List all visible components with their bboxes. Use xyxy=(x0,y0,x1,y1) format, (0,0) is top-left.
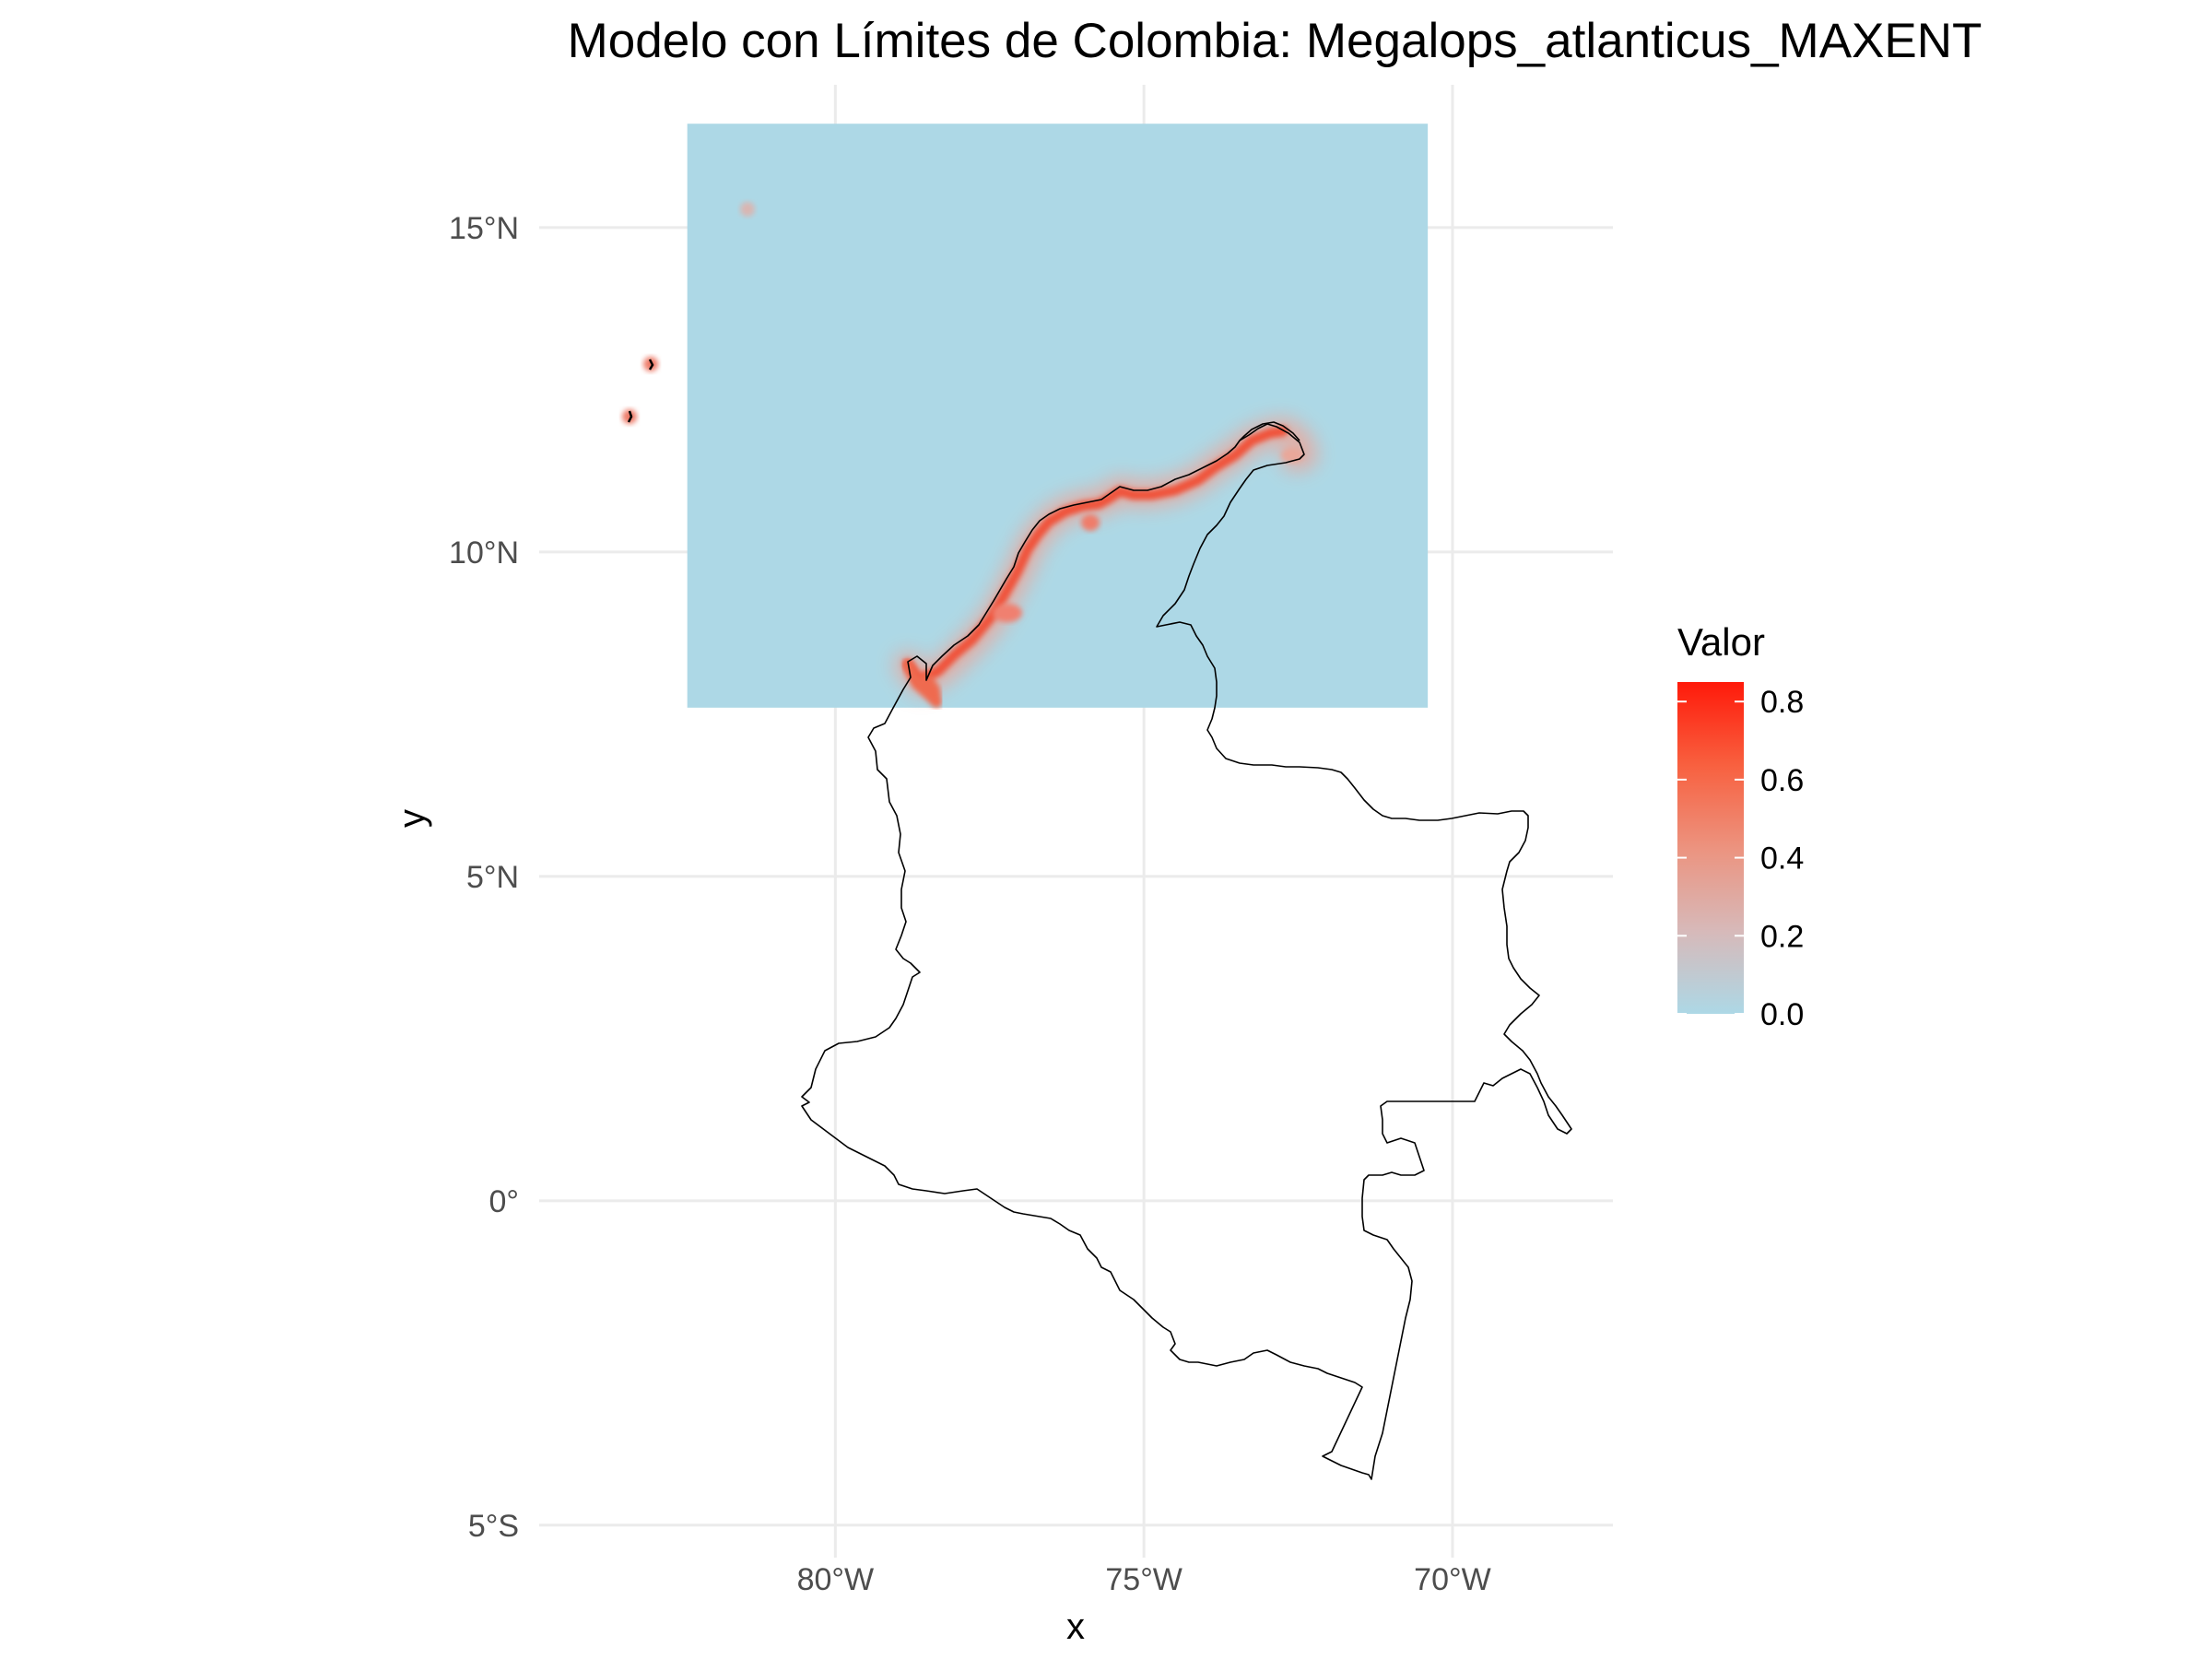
coastal-high-suitability xyxy=(902,426,1288,686)
legend-tick-label: 0.4 xyxy=(1760,841,1804,877)
suitability-raster xyxy=(622,124,1429,708)
y-tick-label: 5°S xyxy=(468,1509,519,1544)
y-tick-label: 10°N xyxy=(449,535,519,571)
y-tick-label: 15°N xyxy=(449,211,519,246)
x-tick-label: 70°W xyxy=(1414,1562,1491,1597)
x-axis-title: x xyxy=(1066,1606,1085,1647)
cartagena-suitability xyxy=(993,604,1022,622)
providencia-outline xyxy=(648,359,654,371)
legend-ticks: 0.8 0.6 0.4 0.2 0.0 xyxy=(1677,685,1804,1032)
legend-colorbar xyxy=(1677,682,1744,1014)
y-axis-ticks: 15°N 10°N 5°N 0° 5°S xyxy=(449,211,519,1544)
legend: Valor 0.8 0.6 0.4 0.2 0.0 xyxy=(1677,620,1804,1032)
barranquilla-suitability xyxy=(1081,514,1100,531)
serrana-island-suitability xyxy=(740,202,755,217)
legend-tick-label: 0.6 xyxy=(1760,763,1804,798)
uraba-suitability xyxy=(902,660,942,708)
legend-tick-label: 0.2 xyxy=(1760,919,1804,954)
legend-title: Valor xyxy=(1677,620,1765,664)
legend-tick-label: 0.0 xyxy=(1760,997,1804,1032)
legend-tick-label: 0.8 xyxy=(1760,685,1804,720)
x-axis-ticks: 80°W 75°W 70°W xyxy=(797,1562,1491,1597)
san-andres-outline xyxy=(627,410,633,423)
y-tick-label: 0° xyxy=(488,1184,519,1219)
y-tick-label: 5°N xyxy=(466,860,519,895)
plot-title: Modelo con Límites de Colombia: Megalops… xyxy=(568,14,1983,68)
raster-background xyxy=(687,124,1429,708)
x-tick-label: 80°W xyxy=(797,1562,875,1597)
providencia-suitability xyxy=(643,357,658,371)
san-andres-suitability xyxy=(622,409,637,424)
x-tick-label: 75°W xyxy=(1105,1562,1182,1597)
colombia-boundary xyxy=(801,423,1572,1480)
guajira-coast-detail xyxy=(1239,421,1300,441)
y-axis-title: y xyxy=(392,809,432,828)
